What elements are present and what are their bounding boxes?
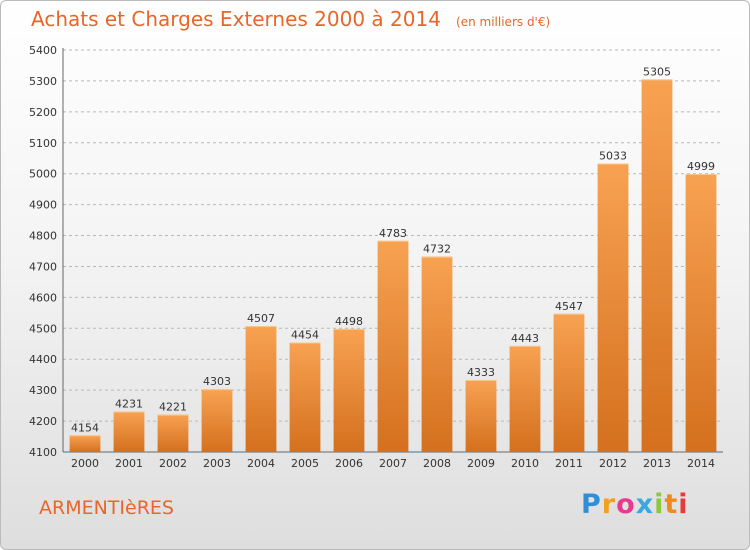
chart-subtitle: (en milliers d'€) [456,15,551,29]
bar [201,389,233,452]
bar [465,379,497,452]
bar [377,240,409,452]
data-label: 4732 [423,243,451,256]
y-tick-label: 4800 [29,230,57,243]
bar [685,174,717,453]
data-label: 4154 [71,421,99,434]
logo-letter: P [581,489,602,520]
data-label: 4231 [115,397,143,410]
logo-letter: i [678,489,689,520]
bar [641,79,673,452]
brand-logo: Proxiti [581,489,689,520]
data-label: 4783 [379,227,407,240]
bar [553,313,585,452]
x-tick-label: 2009 [467,457,495,470]
x-tick-label: 2005 [291,457,319,470]
data-label: 4303 [203,375,231,388]
y-tick-label: 5400 [29,44,57,57]
bar [113,411,145,452]
bar [69,435,101,452]
x-tick-label: 2001 [115,457,143,470]
x-tick-label: 2000 [71,457,99,470]
title-row: Achats et Charges Externes 2000 à 2014 (… [31,7,550,31]
data-label: 5033 [599,149,627,162]
logo-letter: i [654,489,665,520]
y-tick-label: 5200 [29,106,57,119]
data-label: 4333 [467,366,495,379]
labels: 4100 4200 4300 4400 4500 4600 4700 4800 4900 5000… [29,44,715,470]
y-tick-label: 4200 [29,415,57,428]
y-tick-label: 4100 [29,446,57,459]
y-tick-label: 5300 [29,75,57,88]
x-tick-label: 2010 [511,457,539,470]
chart-title: Achats et Charges Externes 2000 à 2014 [31,7,441,31]
y-tick-label: 4600 [29,291,57,304]
x-tick-label: 2003 [203,457,231,470]
x-tick-label: 2007 [379,457,407,470]
bars [69,79,717,453]
data-label: 4999 [687,160,715,173]
y-tick-label: 4300 [29,384,57,397]
bar [421,256,453,452]
bar [597,163,629,453]
logo-letter: o [616,489,636,520]
x-tick-label: 2013 [643,457,671,470]
data-label: 4507 [247,312,275,325]
data-label: 4498 [335,315,363,328]
y-tick-label: 4700 [29,260,57,273]
data-label: 4443 [511,332,539,345]
logo-letter: t [664,489,679,520]
x-tick-label: 2011 [555,457,583,470]
x-tick-label: 2002 [159,457,187,470]
bar [157,414,189,452]
city-name: ARMENTIèRES [39,497,174,519]
y-tick-label: 5100 [29,137,57,150]
y-tick-label: 5000 [29,168,57,181]
data-label: 4454 [291,329,319,342]
data-label: 4221 [159,401,187,414]
data-label: 5305 [643,65,671,78]
x-tick-label: 2008 [423,457,451,470]
bar [245,326,277,452]
x-tick-label: 2012 [599,457,627,470]
x-tick-label: 2014 [687,457,715,470]
x-tick-label: 2004 [247,457,275,470]
x-tick-label: 2006 [335,457,363,470]
logo-letter: x [635,489,655,520]
logo-letter: r [601,489,617,520]
data-label: 4547 [555,300,583,313]
bar [289,342,321,452]
bar [509,345,541,452]
bar [333,328,365,452]
y-tick-label: 4500 [29,322,57,335]
y-tick-label: 4400 [29,353,57,366]
y-tick-label: 4900 [29,199,57,212]
